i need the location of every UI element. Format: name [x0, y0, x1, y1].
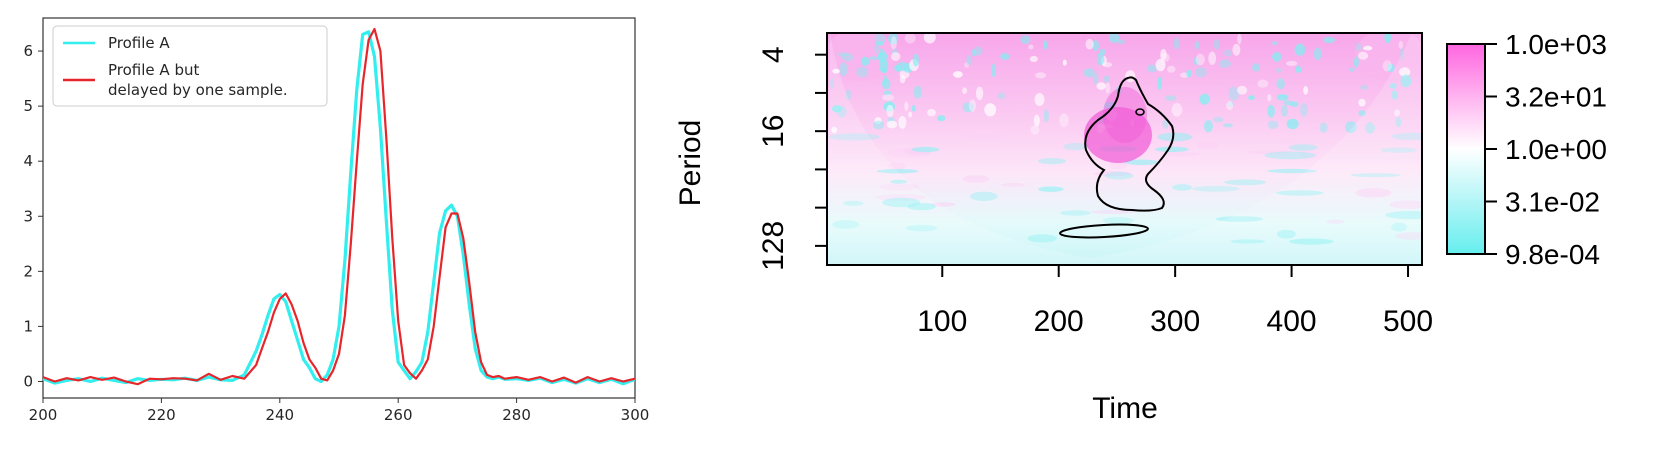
y-axis-ticks: 0 1 2 3 4 5 6: [23, 42, 43, 390]
time-tick-label: 500: [1383, 305, 1433, 338]
time-tick-label: 300: [1150, 305, 1200, 338]
time-axis-ticks: 100 200 300 400 500: [917, 265, 1433, 338]
x-tick-label: 240: [265, 406, 294, 424]
y-tick-label: 0: [23, 372, 33, 390]
significance-contour-lower: [1059, 223, 1149, 239]
y-tick-label: 1: [23, 317, 33, 335]
series-line-profile-a-delayed: [43, 27, 635, 386]
legend-box: [52, 25, 328, 107]
line-chart: 200 220 240 260 280 300 0 1 2 3 4 5 6 Profile A Pro…: [23, 17, 650, 424]
time-tick-label: 400: [1267, 305, 1317, 338]
cone-of-influence: [827, 33, 1422, 265]
legend: Profile A Profile A but delayed by one sa…: [52, 25, 328, 107]
y-tick-label: 5: [23, 97, 33, 115]
time-tick-label: 100: [917, 305, 967, 338]
colorbar-ticks: 1.0e+03 3.2e+01 1.0e+00 3.1e-02 9.8e-04: [1485, 29, 1607, 270]
colorbar-tick-label: 1.0e+00: [1505, 134, 1607, 165]
x-tick-label: 260: [384, 406, 413, 424]
legend-label-profile-a-delayed: Profile A but delayed by one sample.: [108, 61, 288, 99]
y-tick-label: 4: [23, 152, 33, 170]
significance-contour-small: [1135, 108, 1145, 116]
time-tick-label: 200: [1034, 305, 1084, 338]
wavelet-plot-frame: [826, 32, 1423, 266]
y-tick-label: 6: [23, 42, 33, 60]
colorbar-tick-label: 3.1e-02: [1505, 187, 1600, 218]
legend-label-profile-a: Profile A: [108, 34, 170, 52]
x-tick-label: 220: [147, 406, 176, 424]
colorbar: [1446, 43, 1486, 255]
x-tick-label: 200: [29, 406, 58, 424]
period-tick-label: 128: [757, 221, 790, 271]
x-tick-label: 280: [502, 406, 531, 424]
x-axis-label-time: Time: [1092, 392, 1158, 425]
y-tick-label: 3: [23, 207, 33, 225]
colorbar-tick-label: 9.8e-04: [1505, 239, 1600, 270]
high-power-region: [1084, 107, 1152, 163]
x-axis-ticks: 200 220 240 260 280 300: [29, 398, 650, 424]
wavelet-chart: 100 200 300 400 500 4 16 128 Time Period 1.0e+…: [674, 29, 1607, 425]
colorbar-tick-label: 1.0e+03: [1505, 29, 1607, 60]
colorbar-tick-label: 3.2e+01: [1505, 82, 1607, 113]
period-tick-label: 16: [757, 115, 790, 148]
period-tick-label: 4: [757, 46, 790, 63]
y-axis-label-period: Period: [674, 120, 707, 207]
significance-contour: [1084, 76, 1175, 212]
y-tick-label: 2: [23, 262, 33, 280]
wavelet-power-map: [827, 33, 1422, 265]
x-tick-label: 300: [621, 406, 650, 424]
period-axis-ticks: 4 16 128: [757, 46, 827, 271]
line-series-group: [43, 27, 635, 386]
